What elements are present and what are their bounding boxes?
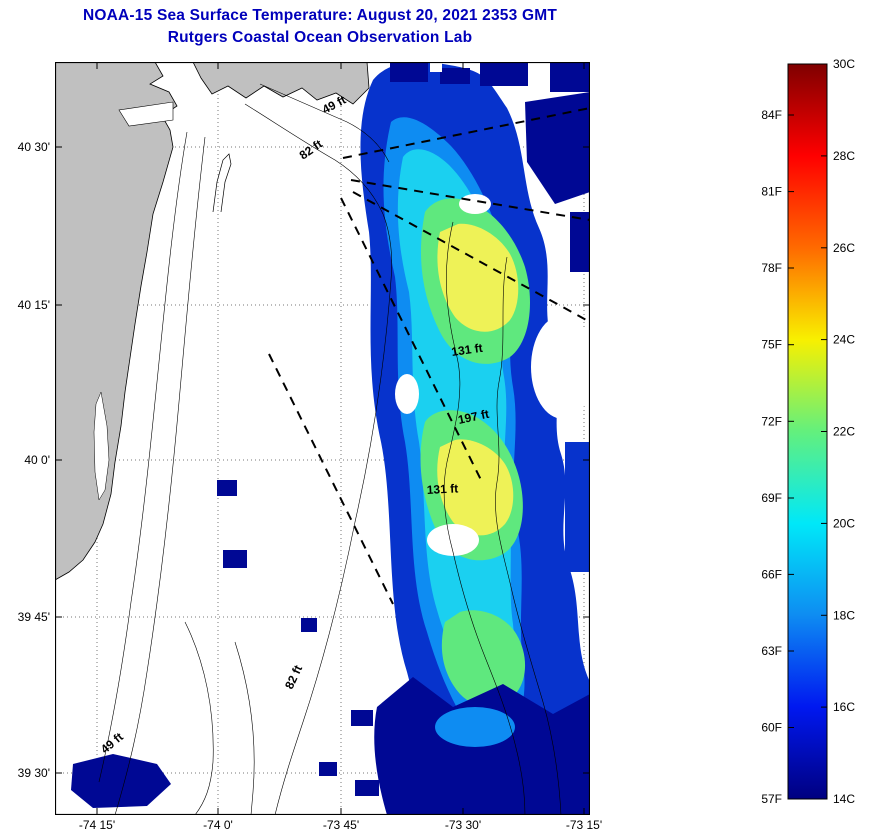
barnegat-bay	[93, 391, 110, 501]
f-tick-label: 72F	[761, 414, 782, 428]
bathymetry-contours	[98, 83, 562, 815]
colorbar-c-ticks	[821, 63, 827, 800]
f-tick-label: 75F	[761, 338, 782, 352]
c-tick-label: 20C	[833, 516, 855, 530]
plot-border	[55, 62, 590, 815]
f-tick-label: 60F	[761, 721, 782, 735]
c-tick-label: 22C	[833, 425, 855, 439]
sst-map: 49 ft 82 ft 131 ft 197 ft 131 ft 82 ft 4…	[55, 62, 590, 815]
c-tick-label: 14C	[833, 792, 855, 806]
x-tick-label: -74 0'	[203, 818, 233, 832]
f-tick-label: 81F	[761, 185, 782, 199]
colorbar-f-labels: 84F 81F 78F 75F 72F 69F 66F 63F 60F 57F	[761, 108, 782, 806]
x-tick-label: -73 15'	[565, 818, 603, 832]
c-tick-label: 30C	[833, 58, 855, 71]
x-tick-label: -73 30'	[444, 818, 482, 832]
raritan-bay	[118, 101, 174, 127]
f-tick-label: 66F	[761, 567, 782, 581]
f-tick-label: 78F	[761, 261, 782, 275]
chart-subtitle: Rutgers Coastal Ocean Observation Lab	[167, 29, 473, 46]
chart-title: NOAA-15 Sea Surface Temperature: August …	[83, 7, 557, 24]
c-tick-label: 18C	[833, 608, 855, 622]
c-tick-label: 24C	[833, 333, 855, 347]
depth-label: 131 ft	[450, 341, 483, 359]
x-tick-label: -74 15'	[78, 818, 116, 832]
shipping-lanes	[268, 107, 590, 605]
colorbar-bar	[787, 63, 828, 800]
y-tick-label: 39 45'	[17, 610, 50, 624]
land-mask	[55, 62, 370, 581]
land-long-island	[192, 62, 370, 105]
c-tick-label: 26C	[833, 241, 855, 255]
sst-map-canvas: 49 ft 82 ft 131 ft 197 ft 131 ft 82 ft 4…	[55, 62, 590, 815]
y-tick-label: 40 30'	[17, 140, 50, 154]
colorbar-c-labels: 30C 28C 26C 24C 22C 20C 18C 16C 14C	[833, 57, 855, 806]
f-tick-label: 84F	[761, 108, 782, 122]
y-tick-label: 40 0'	[24, 453, 50, 467]
f-tick-label: 57F	[761, 792, 782, 806]
axis-ticks	[55, 62, 590, 815]
f-tick-label: 63F	[761, 644, 782, 658]
c-tick-label: 28C	[833, 149, 855, 163]
f-tick-label: 69F	[761, 491, 782, 505]
c-tick-label: 16C	[833, 700, 855, 714]
depth-label: 197 ft	[457, 407, 491, 427]
depth-label: 131 ft	[426, 481, 458, 497]
x-tick-label: -73 45'	[322, 818, 360, 832]
colorbar-f-ticks	[788, 114, 794, 800]
land-new-jersey	[55, 62, 178, 581]
colorbar: 30C 28C 26C 24C 22C 20C 18C 16C 14C 84F …	[752, 57, 870, 815]
sandy-hook-spit	[212, 153, 232, 213]
colorbar-canvas: 30C 28C 26C 24C 22C 20C 18C 16C 14C 84F …	[761, 57, 855, 806]
y-tick-label: 39 30'	[17, 766, 50, 780]
y-tick-label: 40 15'	[17, 298, 50, 312]
